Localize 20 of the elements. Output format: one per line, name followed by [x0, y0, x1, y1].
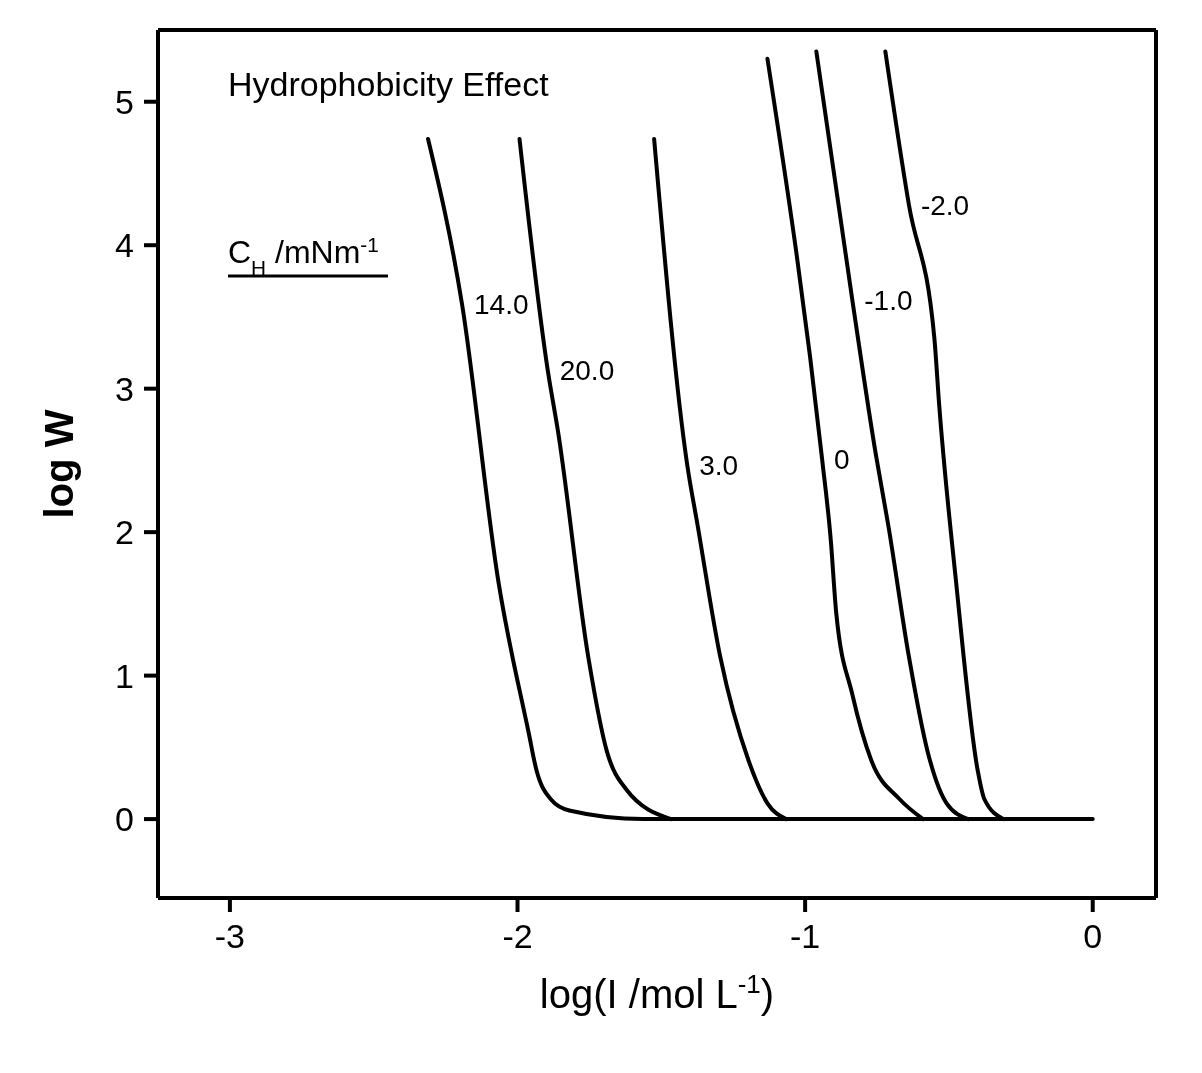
y-tick-label: 1	[115, 656, 134, 695]
legend-title: C$_{H}$ /mNm$^{-1}$	[228, 232, 379, 279]
x-tick-label: 0	[1083, 917, 1103, 956]
x-tick-label: -1	[790, 917, 821, 956]
x-axis-title: log(I /mol L$^{-1}$)	[539, 969, 775, 1016]
y-axis-title: log W	[37, 409, 81, 519]
y-tick-label: 4	[115, 226, 134, 265]
y-tick-label: 0	[115, 800, 134, 839]
y-tick-label: 5	[115, 82, 134, 121]
y-tick-label: 3	[115, 369, 134, 408]
series-label: 20.0	[559, 355, 615, 387]
series-label: 3.0	[699, 449, 739, 481]
x-tick-label: -2	[502, 917, 533, 956]
series-label: 14.0	[474, 289, 529, 321]
series-label: 0	[834, 443, 850, 475]
text: Hydrophobicity Effect	[228, 65, 550, 103]
y-tick-label: 2	[115, 513, 134, 552]
series-label: -1.0	[864, 284, 913, 316]
x-tick-label: -3	[214, 917, 246, 956]
series-label: -2.0	[920, 190, 970, 222]
